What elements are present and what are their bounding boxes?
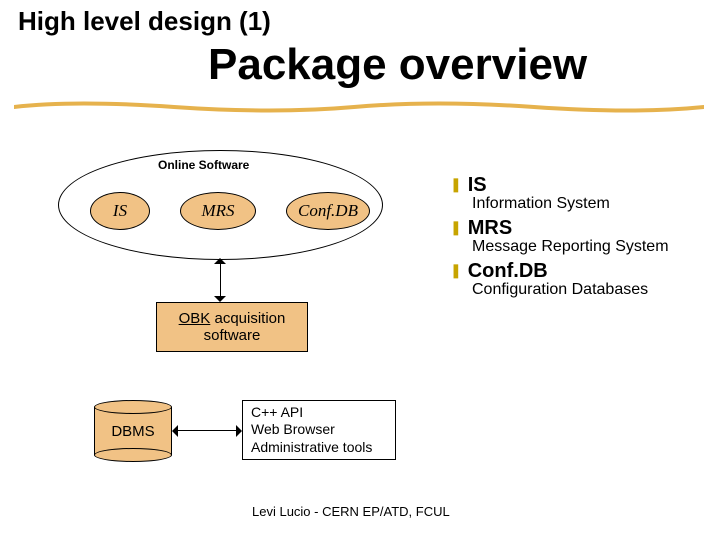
node-is: IS	[90, 192, 150, 230]
list-desc: Information System	[472, 195, 669, 213]
footer-text: Levi Lucio - CERN EP/ATD, FCUL	[252, 504, 450, 519]
api-box: C++ APIWeb BrowserAdministrative tools	[242, 400, 396, 460]
arrow-ellipse-to-obk	[220, 264, 221, 296]
list-term: Conf.DB	[468, 260, 548, 282]
list-item: ❚ MRSMessage Reporting System	[450, 217, 669, 256]
obk-rest: acquisition	[210, 310, 285, 327]
list-item: ❚ Conf.DBConfiguration Databases	[450, 260, 669, 299]
arrow-head-up-icon	[214, 258, 226, 264]
heading-small: High level design (1)	[18, 6, 271, 37]
obk-box-text: OBK acquisition software	[179, 310, 286, 344]
dbms-cylinder: DBMS	[94, 400, 172, 462]
obk-line2: software	[204, 327, 261, 344]
list-desc: Configuration Databases	[472, 281, 669, 299]
obk-underlined: OBK	[179, 310, 211, 327]
dbms-label: DBMS	[94, 423, 172, 440]
obk-box: OBK acquisition software	[156, 302, 308, 352]
api-box-text: C++ APIWeb BrowserAdministrative tools	[243, 404, 395, 457]
node-confdb: Conf.DB	[286, 192, 370, 230]
arrow-head-left-icon	[172, 425, 178, 437]
list-term: IS	[468, 174, 487, 196]
list-item: ❚ ISInformation System	[450, 174, 669, 213]
definition-list: ❚ ISInformation System ❚ MRSMessage Reporti…	[450, 174, 669, 303]
bullet-icon: ❚	[450, 219, 462, 236]
dbms-bottom-cap	[94, 448, 172, 462]
list-term: MRS	[468, 217, 512, 239]
list-desc: Message Reporting System	[472, 238, 669, 256]
arrow-dbms-to-api	[178, 430, 236, 431]
heading-large: Package overview	[208, 40, 587, 90]
bullet-icon: ❚	[450, 262, 462, 279]
online-software-label: Online Software	[158, 158, 249, 172]
node-mrs: MRS	[180, 192, 256, 230]
title-underline	[14, 100, 704, 114]
bullet-icon: ❚	[450, 176, 462, 193]
dbms-top-cap	[94, 400, 172, 414]
